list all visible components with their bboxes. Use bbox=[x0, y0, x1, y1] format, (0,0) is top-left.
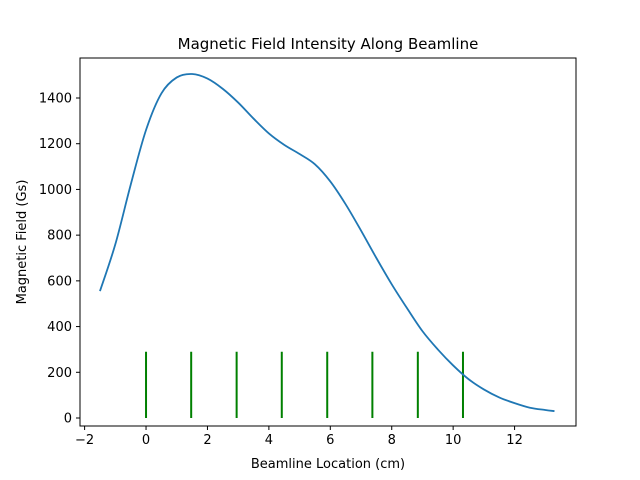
x-tick-label-5: 6 bbox=[326, 433, 334, 448]
y-tick-label-3: 400 bbox=[47, 320, 72, 335]
y-tick-label-2: 200 bbox=[47, 366, 72, 381]
x-tick-label-2: 0 bbox=[142, 433, 150, 448]
y-tick-label-1: 0 bbox=[64, 412, 72, 427]
plot-frame bbox=[79, 57, 577, 427]
x-tick-label-3: 2 bbox=[203, 433, 211, 448]
x-tick-label-1: −2 bbox=[75, 433, 94, 448]
y-axis-label: Magnetic Field (Gs) bbox=[15, 180, 30, 305]
y-tick-label-8: 1400 bbox=[39, 92, 72, 107]
y-tick-label-6: 1000 bbox=[39, 183, 72, 198]
x-tick-label-7: 10 bbox=[445, 433, 462, 448]
y-tick-label-5: 800 bbox=[47, 229, 72, 244]
series-line-1 bbox=[99, 73, 555, 413]
x-tick-label-4: 4 bbox=[265, 433, 273, 448]
x-tick-label-8: 12 bbox=[506, 433, 523, 448]
x-tick-label-6: 8 bbox=[388, 433, 396, 448]
y-tick-label-7: 1200 bbox=[39, 137, 72, 152]
chart-title: Magnetic Field Intensity Along Beamline bbox=[178, 35, 479, 53]
x-axis-label: Beamline Location (cm) bbox=[251, 457, 405, 472]
y-tick-label-4: 600 bbox=[47, 274, 72, 289]
